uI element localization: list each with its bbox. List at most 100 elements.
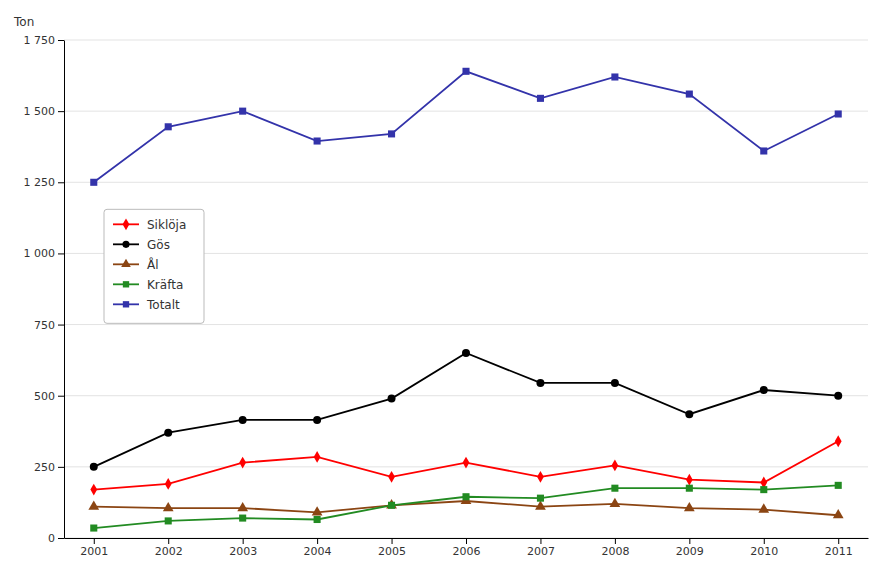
series-line (94, 71, 838, 182)
y-tick-mark (58, 325, 64, 326)
x-tick-mark (94, 538, 95, 544)
point (313, 416, 321, 424)
point (314, 516, 321, 523)
y-tick-label: 750 (34, 319, 55, 332)
point (537, 471, 544, 483)
legend-label: Totalt (146, 298, 180, 312)
point (833, 509, 844, 518)
grid-line (64, 40, 868, 41)
legend-marker (122, 241, 129, 248)
point (239, 515, 246, 522)
legend-label: Gös (147, 238, 170, 252)
x-tick-label: 2010 (750, 545, 778, 558)
y-axis-title: Ton (13, 15, 34, 29)
point (388, 395, 396, 403)
point (90, 525, 97, 532)
y-tick: 500 (34, 390, 64, 403)
point (388, 502, 395, 509)
x-tick: 2006 (453, 538, 481, 558)
series-line (94, 353, 838, 467)
point (758, 503, 769, 512)
y-tick-label: 1 750 (24, 34, 56, 47)
point (237, 502, 248, 511)
legend-frame (104, 209, 204, 323)
y-tick: 1 500 (24, 105, 65, 118)
point (611, 73, 618, 80)
grid-line (64, 182, 868, 183)
point (536, 379, 544, 387)
point (835, 482, 842, 489)
point (165, 123, 172, 130)
chart: 02505007501 0001 2501 5001 7502001200220… (0, 0, 896, 578)
point (90, 179, 97, 186)
y-tick-label: 1 000 (24, 247, 56, 260)
y-tick-label: 250 (34, 461, 55, 474)
x-tick-label: 2005 (378, 545, 406, 558)
point (386, 499, 397, 508)
x-tick-mark (764, 538, 765, 544)
y-tick-mark (58, 111, 64, 112)
x-tick: 2004 (304, 538, 332, 558)
series (90, 482, 842, 532)
x-tick: 2011 (825, 538, 853, 558)
series-line (94, 441, 838, 489)
point (314, 451, 321, 463)
x-axis: 2001200220032004200520062007200820092010… (65, 538, 869, 558)
series (90, 68, 842, 186)
x-tick-label: 2008 (601, 545, 629, 558)
legend-marker (121, 259, 131, 267)
y-axis-line (64, 41, 65, 539)
x-tick-label: 2003 (229, 545, 257, 558)
point (686, 485, 693, 492)
y-tick: 1 000 (24, 247, 65, 260)
grid (64, 40, 868, 538)
x-tick: 2010 (750, 538, 778, 558)
point (312, 506, 323, 515)
point (388, 471, 395, 483)
x-tick-mark (540, 538, 541, 544)
y-tick-mark (58, 40, 64, 41)
x-tick-label: 2011 (825, 545, 853, 558)
point (610, 498, 621, 507)
x-tick-mark (466, 538, 467, 544)
y-tick-mark (58, 538, 64, 539)
x-tick-mark (168, 538, 169, 544)
y-tick-label: 500 (34, 390, 55, 403)
x-tick-label: 2004 (304, 545, 332, 558)
y-tick: 750 (34, 319, 64, 332)
y-tick: 0 (48, 532, 64, 545)
legend-item: Gös (113, 238, 170, 252)
y-tick-label: 1 250 (24, 176, 56, 189)
y-tick-mark (58, 182, 64, 183)
legend-label: Ål (147, 257, 159, 272)
x-tick: 2003 (229, 538, 257, 558)
x-tick-label: 2007 (527, 545, 555, 558)
point (239, 108, 246, 115)
legend: SiklöjaGösÅlKräftaTotalt (104, 209, 204, 323)
point (463, 457, 470, 469)
point (164, 429, 172, 437)
point (90, 484, 97, 496)
legend-item: Totalt (113, 298, 180, 312)
x-tick-mark (243, 538, 244, 544)
legend-item: Ål (113, 257, 159, 272)
x-tick-mark (838, 538, 839, 544)
point (684, 502, 695, 511)
legend-marker (123, 218, 130, 230)
point (537, 95, 544, 102)
series-line (94, 485, 838, 528)
point (88, 500, 99, 509)
y-tick-mark (58, 253, 64, 254)
x-tick: 2008 (601, 538, 629, 558)
x-tick-label: 2002 (155, 545, 183, 558)
point (611, 460, 618, 472)
point (165, 517, 172, 524)
point (388, 130, 395, 137)
x-tick-label: 2009 (676, 545, 704, 558)
y-tick-mark (58, 396, 64, 397)
point (760, 386, 768, 394)
point (90, 463, 98, 471)
point (462, 349, 470, 357)
point (760, 147, 767, 154)
point (760, 486, 767, 493)
